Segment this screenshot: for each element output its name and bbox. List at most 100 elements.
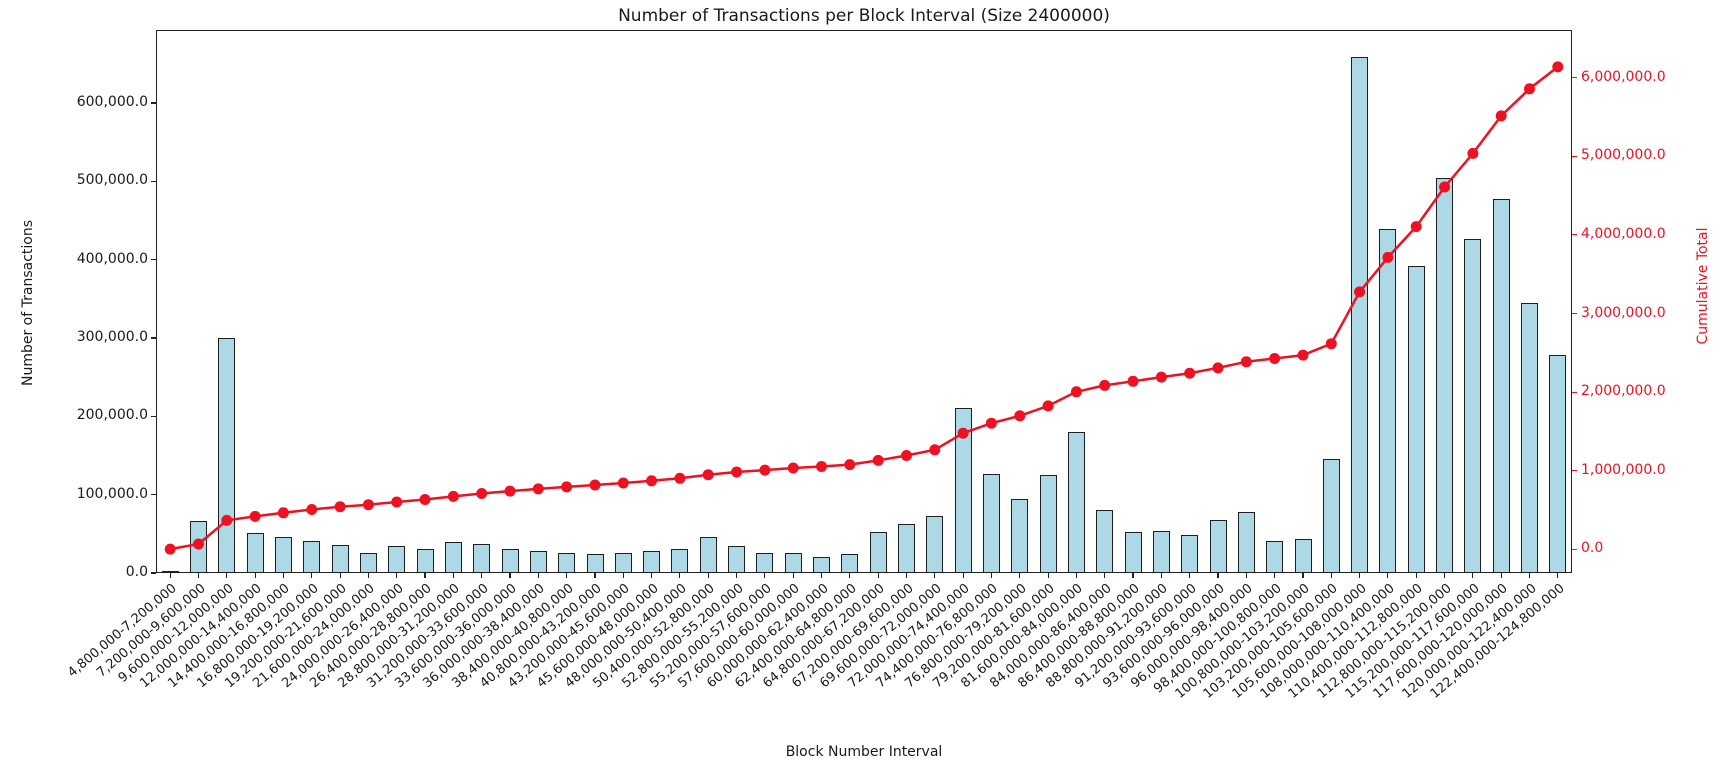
bar (643, 551, 661, 573)
bar (218, 338, 236, 573)
y-right-tick-label: 6,000,000.0 (1581, 68, 1666, 85)
y-right-tick-label: 2,000,000.0 (1581, 383, 1666, 400)
x-tick (1444, 573, 1446, 578)
bar (1322, 459, 1340, 573)
bar (699, 537, 717, 573)
x-tick (990, 573, 992, 578)
cumulative-marker (589, 479, 601, 491)
bar (1351, 56, 1369, 573)
y-right-tick-label: 4,000,000.0 (1581, 225, 1666, 242)
x-tick (1528, 573, 1531, 578)
x-tick (1189, 573, 1191, 578)
x-tick (367, 573, 369, 578)
y-axis-right-label: Cumulative Total (1695, 227, 1711, 345)
x-tick (736, 573, 738, 578)
cumulative-marker (816, 461, 827, 472)
x-tick (169, 573, 171, 578)
cumulative-marker (249, 510, 261, 522)
y-left-tick-label: 500,000.0 (76, 172, 148, 189)
x-tick (481, 573, 483, 578)
x-tick (1359, 573, 1361, 578)
y-right-tick (1572, 312, 1577, 315)
x-tick (1104, 573, 1106, 578)
cumulative-marker (1042, 400, 1054, 412)
x-tick (1217, 573, 1219, 578)
bar (359, 552, 377, 573)
bar (1549, 355, 1567, 573)
bar (813, 557, 830, 573)
bar (671, 548, 689, 573)
x-tick (707, 573, 709, 578)
cumulative-marker (1410, 221, 1422, 233)
x-tick (311, 573, 313, 578)
cumulative-marker (1014, 410, 1026, 422)
bar (1096, 509, 1114, 574)
y-right-tick (1572, 470, 1577, 472)
bar (444, 541, 462, 573)
bar (1464, 238, 1482, 573)
y-left-tick-label: 600,000.0 (76, 94, 148, 110)
x-tick (1075, 573, 1077, 578)
cumulative-marker (1070, 386, 1082, 398)
x-axis-label: Block Number Interval (785, 744, 943, 760)
cumulative-marker (617, 477, 629, 489)
bar (1379, 229, 1397, 573)
bar (869, 531, 887, 573)
x-tick (1415, 573, 1417, 578)
chart-title: Number of Transactions per Block Interva… (618, 6, 1110, 26)
cumulative-marker (1382, 251, 1394, 263)
x-tick (1245, 573, 1247, 578)
bar (1039, 475, 1057, 573)
cumulative-marker (193, 538, 204, 550)
x-tick (254, 573, 256, 578)
cumulative-marker (362, 499, 374, 511)
x-tick (1302, 573, 1304, 578)
bar (841, 554, 859, 573)
bar (1521, 302, 1538, 574)
y-left-tick-label: 300,000.0 (76, 329, 148, 345)
x-tick (905, 573, 908, 578)
y-axis-left-label: Number of Transactions (20, 219, 36, 387)
cumulative-marker (702, 469, 714, 481)
cumulative-marker (1439, 181, 1451, 193)
y-left-tick (151, 494, 156, 496)
y-left-tick-label: 400,000.0 (76, 250, 148, 267)
cumulative-marker (1240, 356, 1252, 368)
cumulative-marker (1127, 375, 1139, 387)
bar (303, 540, 321, 573)
cumulative-line (169, 65, 1559, 551)
bar (1237, 511, 1255, 573)
x-tick (679, 573, 681, 578)
x-tick (1047, 573, 1049, 578)
x-tick (594, 573, 596, 578)
y-right-tick (1572, 548, 1577, 550)
bar (1407, 265, 1425, 573)
cumulative-marker (844, 459, 856, 471)
bar (954, 407, 972, 573)
x-tick (651, 573, 653, 578)
x-tick (1387, 573, 1389, 578)
x-tick (1500, 573, 1502, 578)
cumulative-marker (957, 427, 969, 439)
bar (1124, 532, 1142, 573)
y-right-tick-label: 3,000,000.0 (1581, 304, 1666, 321)
bar (416, 548, 434, 573)
cumulative-marker (929, 444, 941, 456)
bar (728, 546, 746, 573)
y-left-tick (151, 415, 156, 417)
bar (246, 533, 264, 573)
y-left-tick (151, 259, 156, 261)
bar (1436, 178, 1454, 573)
bar (1294, 538, 1312, 573)
cumulative-marker (1354, 286, 1366, 298)
x-tick (226, 573, 228, 578)
x-tick (197, 573, 200, 578)
x-tick (877, 573, 879, 578)
x-tick (1274, 573, 1276, 578)
x-tick (1557, 573, 1559, 578)
cumulative-marker (1155, 371, 1167, 383)
x-tick (934, 573, 936, 578)
cumulative-marker (1297, 349, 1309, 361)
x-tick (962, 573, 964, 578)
cumulative-marker (504, 485, 516, 497)
